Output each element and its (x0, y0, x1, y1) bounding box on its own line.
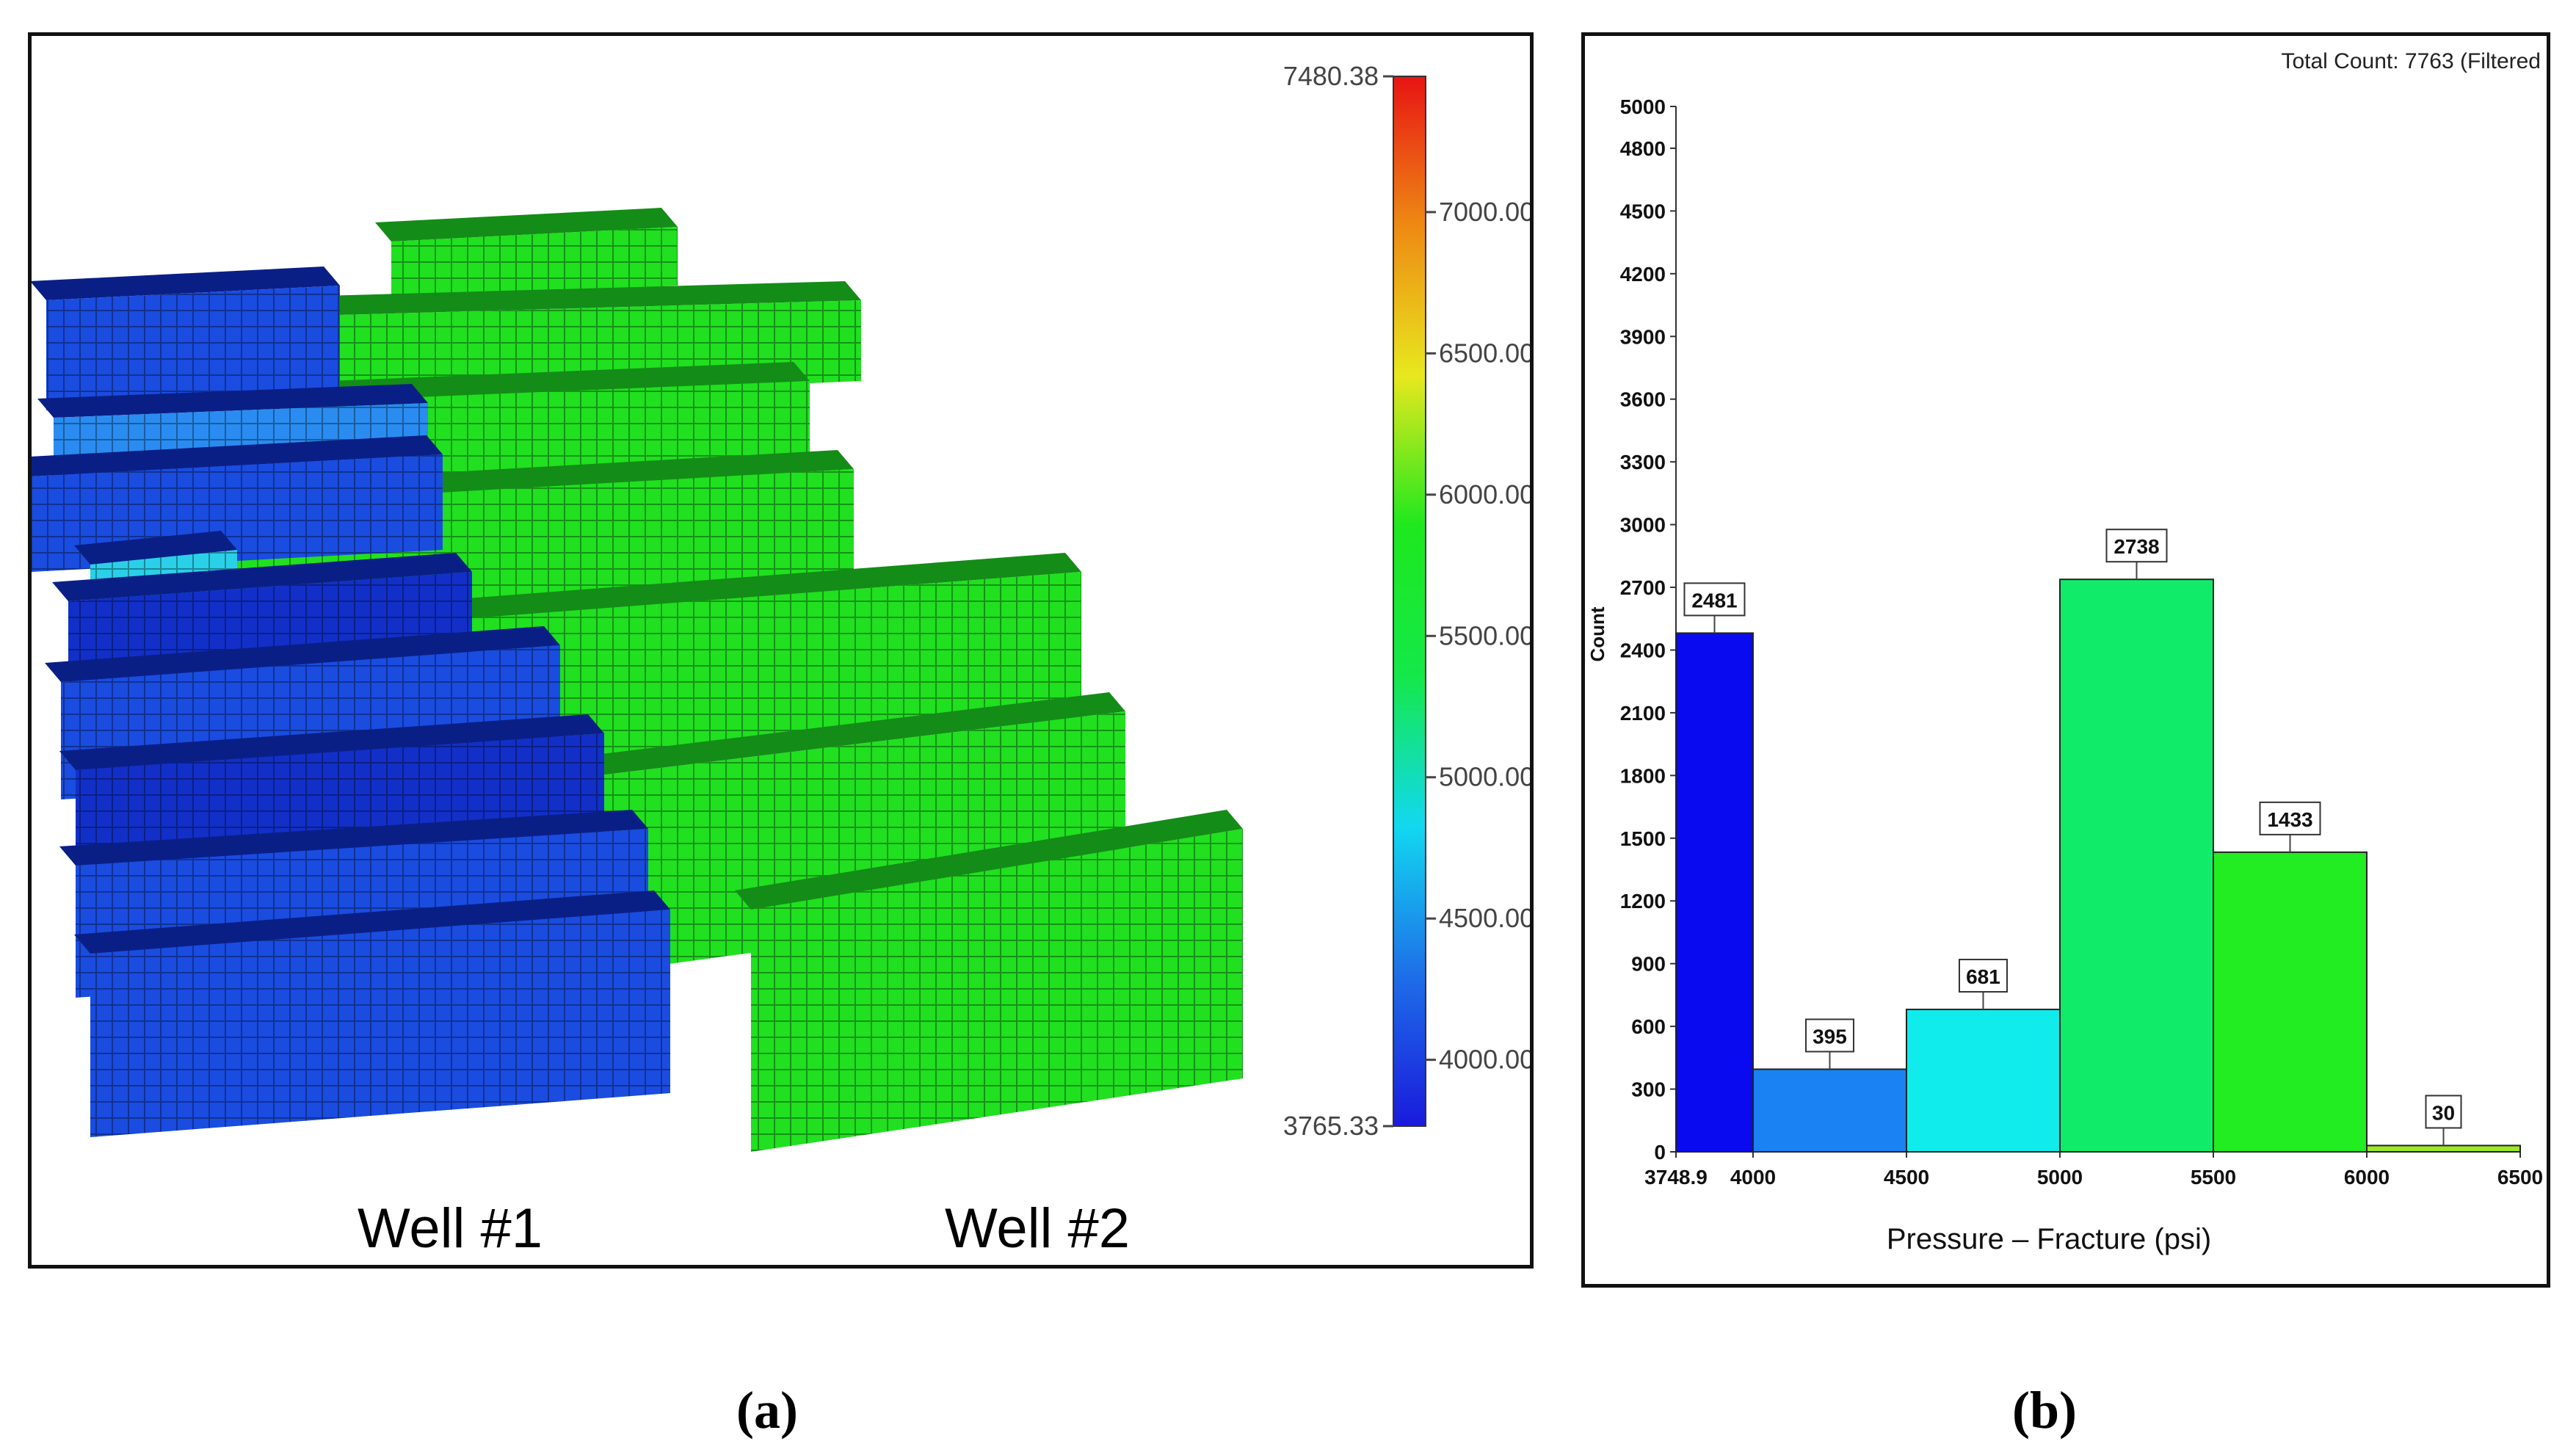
data-label: 2738 (2114, 535, 2159, 558)
data-label: 2481 (1691, 589, 1737, 612)
histogram-bar (1675, 632, 1754, 1153)
y-tick-label: 3000 (1620, 514, 1666, 537)
well1-slab-top (52, 553, 472, 601)
histogram-chart: Total Count: 7763 (Filtered 0 300 600 900 12… (1586, 49, 2543, 1255)
colorbar-max-label: 7480.38 (1283, 61, 1379, 91)
y-tick-label: 2700 (1620, 576, 1666, 599)
data-label-box (1804, 1018, 1854, 1053)
well1-slab-top (59, 810, 648, 866)
y-tick-label: 2400 (1620, 639, 1666, 661)
colorbar-gradient (1393, 76, 1426, 1127)
well2-slab-cells (751, 829, 1243, 1152)
y-tick-label: 600 (1631, 1015, 1666, 1038)
colorbar-tick-label: 5500.00 (1439, 620, 1530, 650)
x-tick-label: 5000 (2037, 1166, 2083, 1189)
panel-b-histogram: Total Count: 7763 (Filtered 0 300 600 900 12… (1581, 32, 2550, 1288)
x-tick-label: 4500 (1884, 1166, 1929, 1189)
well2-slab-top (566, 692, 1125, 777)
caption-b: (b) (2012, 1381, 2077, 1440)
y-tick-label: 3300 (1620, 451, 1666, 473)
x-tick-label: 4000 (1730, 1166, 1776, 1189)
data-label: 30 (2432, 1101, 2455, 1124)
histogram-bar (2365, 1144, 2521, 1153)
histogram-bar (2058, 578, 2214, 1153)
well2-slab-top (735, 810, 1243, 910)
well1-slab-top (45, 626, 560, 682)
x-axis-title: Pressure – Fracture (psi) (1887, 1223, 2211, 1255)
y-axis-title: Count (1586, 606, 1608, 661)
data-label: 681 (1966, 965, 2000, 988)
well2-slab-cells (391, 227, 678, 300)
y-tick-label: 900 (1631, 953, 1666, 976)
data-label-box (2425, 1095, 2462, 1129)
data-label-box (1958, 959, 2008, 993)
panel-a-3d-view: 7480.38 3765.33 4000.00 4500.00 5000.00 5500.… (28, 32, 1534, 1269)
data-label: 395 (1813, 1026, 1847, 1048)
colorbar-min-label: 3765.33 (1283, 1111, 1379, 1141)
grid-blocks (32, 208, 1243, 1152)
well1-slab-top (74, 890, 670, 954)
x-tick-label: 6000 (2344, 1166, 2390, 1189)
well-2-label: Well #2 (945, 1197, 1130, 1260)
data-label: 1433 (2267, 808, 2312, 831)
histogram-bar (2212, 851, 2368, 1153)
y-tick-label: 4800 (1620, 137, 1666, 160)
histogram-bar (1905, 1009, 2061, 1153)
well2-slab-top (324, 281, 861, 315)
y-tick-label: 300 (1631, 1078, 1666, 1101)
well1-slab-top (37, 384, 428, 418)
colorbar: 7480.38 3765.33 4000.00 4500.00 5000.00 5500.… (1283, 61, 1530, 1141)
data-label-box (2259, 801, 2321, 835)
y-tick-label: 1200 (1620, 890, 1666, 912)
y-tick-label: 0 (1654, 1141, 1666, 1164)
pressure-3d-grid: 7480.38 3765.33 4000.00 4500.00 5000.00 5500.… (32, 61, 1530, 1260)
well1-slab-top (32, 435, 443, 476)
y-tick-label: 1800 (1620, 764, 1666, 787)
well1-slab-top (59, 714, 604, 770)
x-tick-label: 3748.9 (1644, 1166, 1708, 1189)
total-count-label: Total Count: 7763 (Filtered (2281, 49, 2541, 73)
colorbar-tick-label: 7000.00 (1439, 197, 1530, 227)
y-tick-label: 3600 (1620, 388, 1666, 411)
well1-slab-cells (90, 910, 670, 1137)
caption-a: (a) (736, 1381, 798, 1440)
well2-slab-top (375, 208, 678, 242)
y-tick-label: 2100 (1620, 702, 1666, 725)
histogram-axes: 0 300 600 900 1200 1500 1800 2100 2400 2700 3000 33… (1620, 95, 2543, 1189)
well-1-label: Well #1 (358, 1197, 543, 1260)
x-tick-label: 5500 (2191, 1166, 2236, 1189)
colorbar-tick-label: 6000.00 (1439, 479, 1530, 509)
well1-slab-top (32, 266, 340, 300)
x-tick-label: 6500 (2497, 1166, 2543, 1189)
well1-slab-top (74, 531, 237, 565)
y-tick-label: 1500 (1620, 827, 1666, 850)
histogram-bars: 2481 395 681 2738 1433 30 (1675, 529, 2521, 1153)
colorbar-tick-label: 6500.00 (1439, 338, 1530, 368)
data-label-box (2105, 529, 2168, 563)
well2-slab-top (390, 553, 1081, 623)
y-tick-label: 4500 (1620, 200, 1666, 222)
colorbar-tick-label: 5000.00 (1439, 762, 1530, 792)
y-tick-label: 5000 (1620, 95, 1666, 118)
colorbar-tick-label: 4000.00 (1439, 1045, 1530, 1075)
colorbar-tick-label: 4500.00 (1439, 903, 1530, 933)
histogram-bar (1752, 1068, 1907, 1153)
well1-slab-cells (46, 286, 340, 410)
y-tick-label: 3900 (1620, 325, 1666, 348)
data-label-box (1683, 582, 1746, 617)
y-tick-label: 4200 (1620, 263, 1666, 286)
